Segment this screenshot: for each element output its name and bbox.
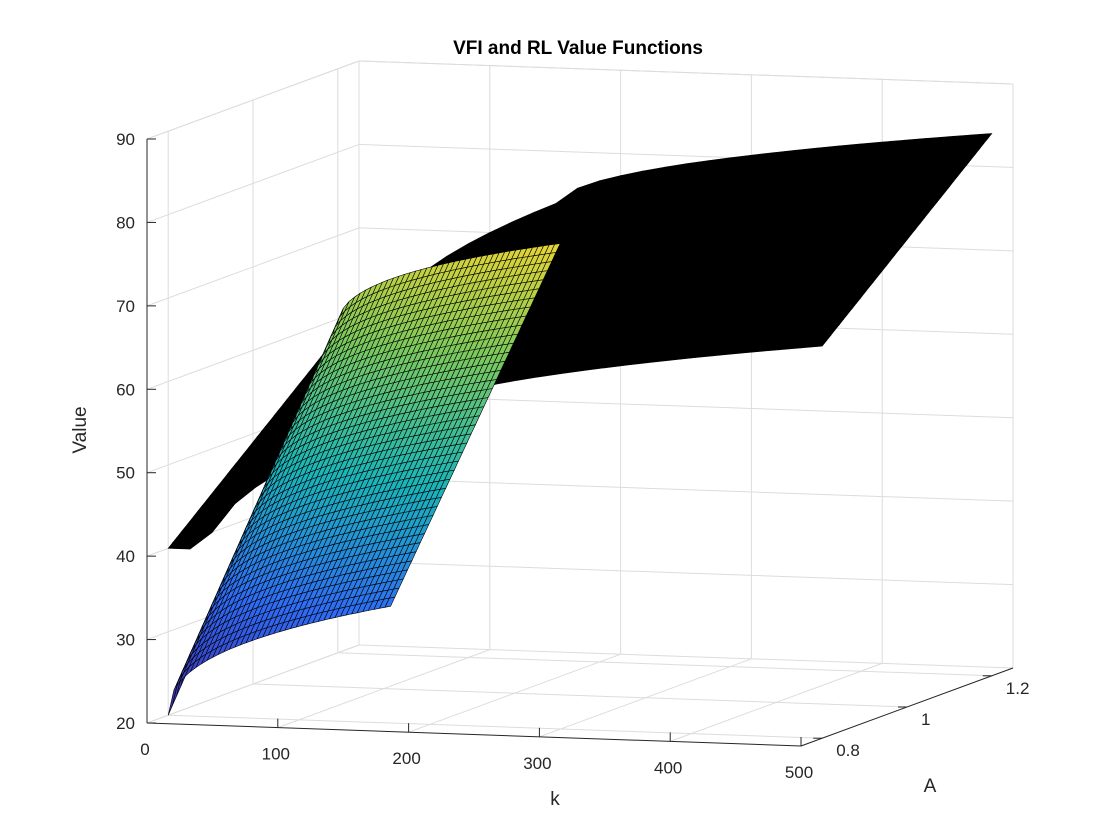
x-tick-label: 500 (785, 763, 813, 782)
z-tick-label: 50 (116, 464, 135, 483)
x-tick-label: 0 (140, 740, 149, 759)
chart-title: VFI and RL Value Functions (453, 38, 703, 59)
x-tick-label: 300 (523, 754, 551, 773)
surface-cell (167, 680, 179, 716)
y-axis-label: A (924, 776, 937, 797)
x-axis-label: k (550, 789, 560, 810)
grid-line (252, 683, 908, 708)
grid-line (337, 652, 992, 677)
grid-line (358, 477, 1014, 502)
surface-cell (167, 542, 195, 550)
grid-line (146, 310, 360, 390)
surface-series-1 (167, 243, 561, 716)
z-axis-label: Value (70, 406, 91, 453)
grid-line (146, 60, 360, 140)
surface-cell (218, 478, 246, 486)
ticks-layer: 0 100 200 300 400 500 0.8 1 1.2 20 30 40 50 60 70 80 90 (116, 130, 1029, 782)
z-tick-label: 20 (116, 714, 135, 733)
x-tick-label: 400 (654, 758, 682, 777)
y-tick-label: 1.2 (1006, 679, 1030, 698)
surface-cell (192, 510, 221, 518)
grid-line (146, 644, 360, 724)
surface-cell (188, 516, 217, 523)
x-tick-label: 100 (262, 745, 290, 764)
z-tick-label: 40 (116, 547, 135, 566)
grid-line (146, 227, 360, 307)
grid-line (358, 644, 1014, 669)
z-tick-label: 70 (116, 297, 135, 316)
y-tick-label: 0.8 (836, 741, 860, 760)
surface-cell (248, 441, 276, 449)
grid-line (168, 714, 823, 739)
surface-cell (252, 436, 280, 444)
z-tick-label: 30 (116, 631, 135, 650)
grid-line (146, 143, 360, 223)
surface-layer (167, 133, 993, 716)
grid-line (358, 561, 1014, 586)
surface-cell (222, 473, 251, 481)
z-tick-label: 90 (116, 130, 135, 149)
y-tick-label: 1 (921, 710, 930, 729)
z-tick-label: 60 (116, 380, 135, 399)
grid-line (358, 60, 1014, 85)
x-tick-label: 200 (392, 749, 420, 768)
x-axis-line (146, 722, 802, 747)
z-tick-label: 80 (116, 213, 135, 232)
